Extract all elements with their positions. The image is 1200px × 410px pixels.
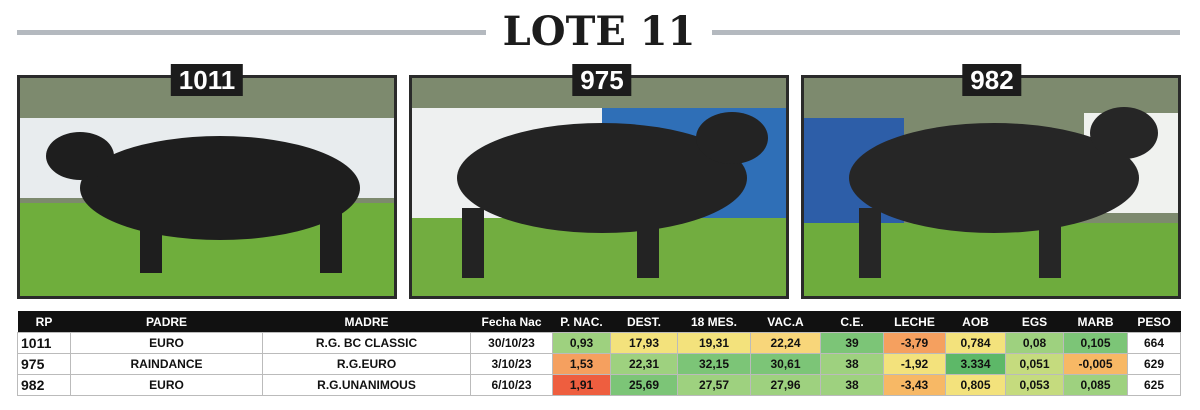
photo <box>801 75 1181 299</box>
table-cell: 0,08 <box>1005 332 1064 354</box>
table-cell: 17,93 <box>610 332 678 354</box>
title-rule <box>712 30 1180 35</box>
table-row: 975 RAINDANCE R.G.EURO 3/10/23 1,53 22,31 32,1… <box>17 353 1181 375</box>
column-header: MARB <box>1063 311 1128 333</box>
column-header: DEST. <box>610 311 678 333</box>
table-cell: EURO <box>70 374 263 396</box>
table-row: 1011 EURO R.G. BC CLASSIC 30/10/23 0,93 17,93… <box>17 332 1181 354</box>
column-header: EGS <box>1005 311 1064 333</box>
table-cell: -3,79 <box>883 332 946 354</box>
column-header: PESO <box>1127 311 1181 333</box>
table-cell: 0,93 <box>552 332 611 354</box>
table-cell: R.G.UNANIMOUS <box>262 374 471 396</box>
photo <box>409 75 789 299</box>
column-header: P. NAC. <box>552 311 611 333</box>
table-cell: -3,43 <box>883 374 946 396</box>
table-cell: 22,24 <box>750 332 821 354</box>
column-header: 18 MES. <box>677 311 751 333</box>
table-cell: -0,005 <box>1063 353 1128 375</box>
table-cell: 27,57 <box>677 374 751 396</box>
table-cell: 27,96 <box>750 374 821 396</box>
table-cell: 30/10/23 <box>470 332 553 354</box>
table-cell: 1,53 <box>552 353 611 375</box>
table-cell: RAINDANCE <box>70 353 263 375</box>
table-cell: 1011 <box>17 332 71 354</box>
photo <box>17 75 397 299</box>
table-cell: 38 <box>820 374 884 396</box>
table-cell: R.G. BC CLASSIC <box>262 332 471 354</box>
table-cell: 975 <box>17 353 71 375</box>
table-cell: -1,92 <box>883 353 946 375</box>
photo-label: 982 <box>962 64 1022 96</box>
column-header: AOB <box>945 311 1006 333</box>
table-cell: 19,31 <box>677 332 751 354</box>
column-header: C.E. <box>820 311 884 333</box>
table-cell: 0,805 <box>945 374 1006 396</box>
column-header: VAC.A <box>750 311 821 333</box>
column-header: RP <box>17 311 71 333</box>
table-cell: 30,61 <box>750 353 821 375</box>
table-cell: 982 <box>17 374 71 396</box>
photo-label: 1011 <box>170 64 244 96</box>
table-cell: 0,105 <box>1063 332 1128 354</box>
photo-art <box>804 78 1178 296</box>
table-cell: 0,051 <box>1005 353 1064 375</box>
column-header: MADRE <box>262 311 471 333</box>
table-cell: EURO <box>70 332 263 354</box>
table-cell: 1,91 <box>552 374 611 396</box>
table-cell: 6/10/23 <box>470 374 553 396</box>
table-cell: 0,784 <box>945 332 1006 354</box>
title-rule <box>17 30 487 35</box>
photo-art <box>20 78 394 296</box>
table-cell: 32,15 <box>677 353 751 375</box>
column-header: Fecha Nac <box>470 311 553 333</box>
data-table: RP PADRE MADRE Fecha Nac P. NAC. DEST. 18 MES.… <box>17 311 1181 396</box>
photo-label: 975 <box>572 64 632 96</box>
table-cell: 22,31 <box>610 353 678 375</box>
table-cell: 0,085 <box>1063 374 1128 396</box>
column-header: PADRE <box>70 311 263 333</box>
table-cell: 0,053 <box>1005 374 1064 396</box>
title: LOTE 11 <box>486 6 712 56</box>
table-cell: 664 <box>1127 332 1181 354</box>
table-cell: 39 <box>820 332 884 354</box>
table-cell: 625 <box>1127 374 1181 396</box>
table-cell: 3.334 <box>945 353 1006 375</box>
table-cell: R.G.EURO <box>262 353 471 375</box>
table-cell: 38 <box>820 353 884 375</box>
table-cell: 25,69 <box>610 374 678 396</box>
table-row: 982 EURO R.G.UNANIMOUS 6/10/23 1,91 25,69 27,5… <box>17 374 1181 396</box>
photo-art <box>412 78 786 296</box>
column-header: LECHE <box>883 311 946 333</box>
table-cell: 3/10/23 <box>470 353 553 375</box>
table-cell: 629 <box>1127 353 1181 375</box>
